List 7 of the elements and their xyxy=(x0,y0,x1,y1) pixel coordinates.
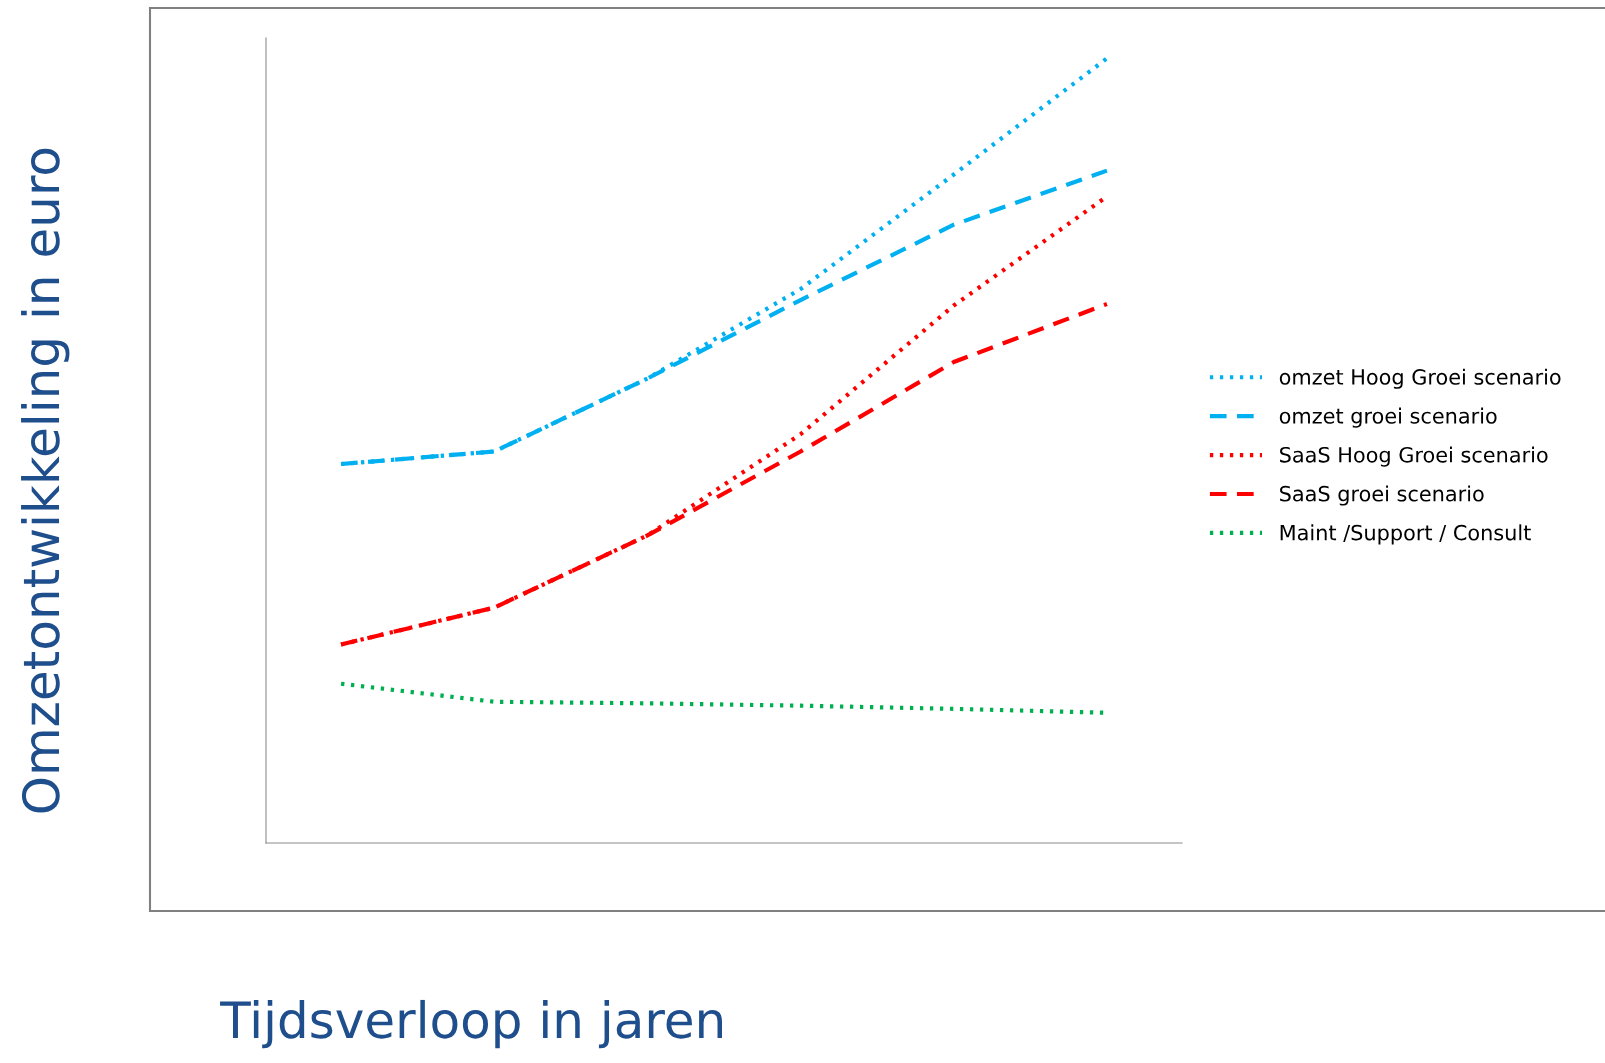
legend-label: Maint /Support / Consult xyxy=(1280,524,1531,545)
legend-label: omzet Hoog Groei scenario xyxy=(1279,368,1561,389)
x-axis-title: Tijdsverloop in jaren xyxy=(220,999,723,1049)
legend-label: omzet groei scenario xyxy=(1279,407,1497,428)
legend-label: SaaS groei scenario xyxy=(1280,485,1484,506)
legend-label: SaaS Hoog Groei scenario xyxy=(1280,446,1548,467)
y-axis-title: Omzetontwikkeling in euro xyxy=(21,148,70,813)
